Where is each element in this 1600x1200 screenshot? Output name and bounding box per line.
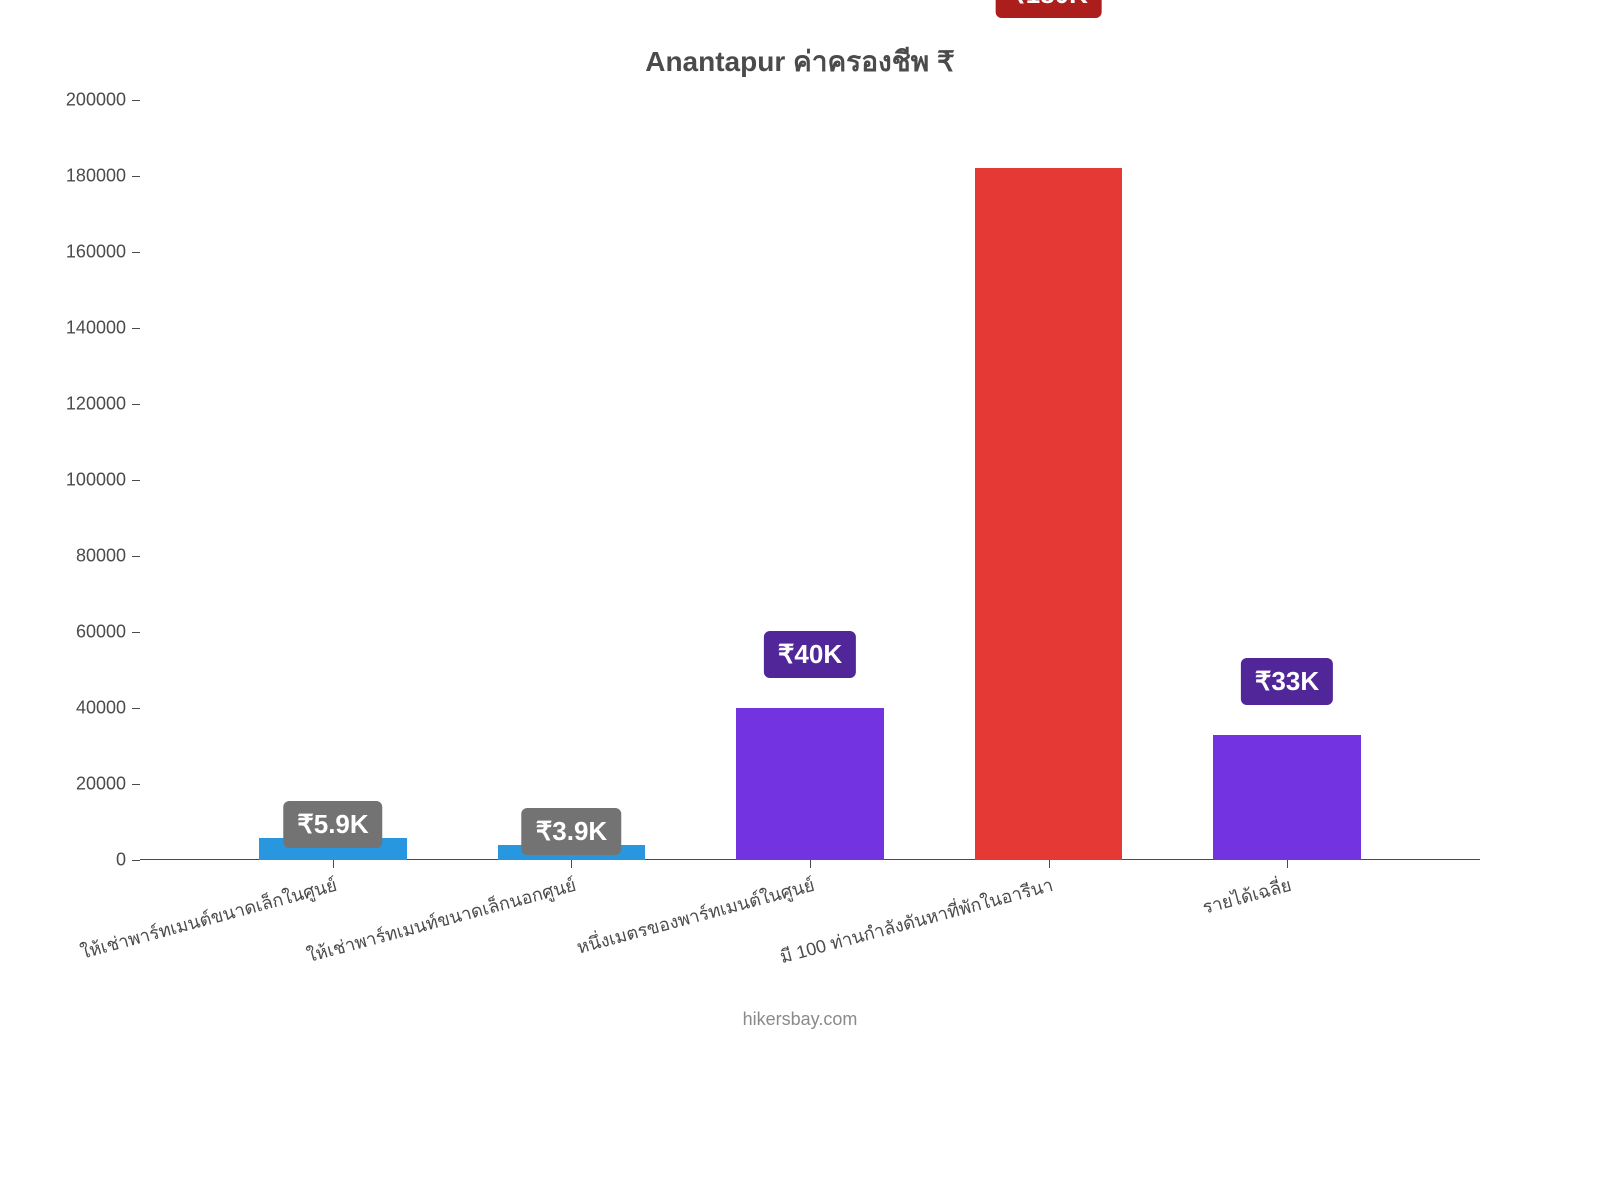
y-tick-label: 200000	[66, 90, 140, 111]
bar-slot: ₹3.9Kให้เช่าพาร์ทเมนท์ขนาดเล็กนอกศูนย์	[452, 100, 691, 860]
x-axis-label: รายได้เฉลี่ย	[1199, 870, 1294, 922]
bar-slot: ₹40Kหนึ่งเมตรของพาร์ทเมนต์ในศูนย์	[691, 100, 930, 860]
y-tick-label: 100000	[66, 470, 140, 491]
bar-value-label: ₹180K	[995, 0, 1102, 18]
bar-slot: ₹180Kมี 100 ท่านกำลังดันหาที่พักในอารีนา	[929, 100, 1168, 860]
footer-credit: hikersbay.com	[743, 1009, 858, 1030]
x-axis-label: ให้เช่าพาร์ทเมนท์ขนาดเล็กนอกศูนย์	[303, 870, 579, 970]
x-tick-mark	[571, 860, 572, 868]
y-tick-label: 140000	[66, 318, 140, 339]
x-tick-mark	[333, 860, 334, 868]
y-tick-label: 180000	[66, 166, 140, 187]
y-tick-label: 80000	[76, 546, 140, 567]
x-tick-mark	[1287, 860, 1288, 868]
y-tick-label: 120000	[66, 394, 140, 415]
chart-container: Anantapur ค่าครองชีพ ₹ 02000040000600008…	[80, 40, 1520, 1040]
bar-value-label: ₹3.9K	[522, 808, 621, 855]
y-tick-label: 160000	[66, 242, 140, 263]
y-tick-label: 20000	[76, 774, 140, 795]
y-tick-label: 60000	[76, 622, 140, 643]
x-tick-mark	[1049, 860, 1050, 868]
x-tick-mark	[810, 860, 811, 868]
y-tick-label: 0	[116, 850, 140, 871]
bar-slot: ₹5.9Kให้เช่าพาร์ทเมนต์ขนาดเล็กในศูนย์	[214, 100, 453, 860]
bar-value-label: ₹5.9K	[283, 801, 382, 848]
y-tick-label: 40000	[76, 698, 140, 719]
plot-area: 0200004000060000800001000001200001400001…	[140, 100, 1480, 860]
bar	[736, 708, 884, 860]
x-axis-label: ให้เช่าพาร์ทเมนต์ขนาดเล็กในศูนย์	[77, 870, 340, 966]
x-axis-label: มี 100 ท่านกำลังดันหาที่พักในอารีนา	[776, 870, 1056, 971]
plot-area-outer: 0200004000060000800001000001200001400001…	[140, 100, 1480, 860]
chart-title: Anantapur ค่าครองชีพ ₹	[80, 40, 1520, 84]
bar-value-label: ₹33K	[1241, 658, 1333, 705]
bar-value-label: ₹40K	[764, 631, 856, 678]
stage: Anantapur ค่าครองชีพ ₹ 02000040000600008…	[0, 0, 1600, 1200]
bar	[1213, 735, 1361, 860]
bar	[975, 168, 1123, 860]
bar-slot: ₹33Kรายได้เฉลี่ย	[1168, 100, 1407, 860]
